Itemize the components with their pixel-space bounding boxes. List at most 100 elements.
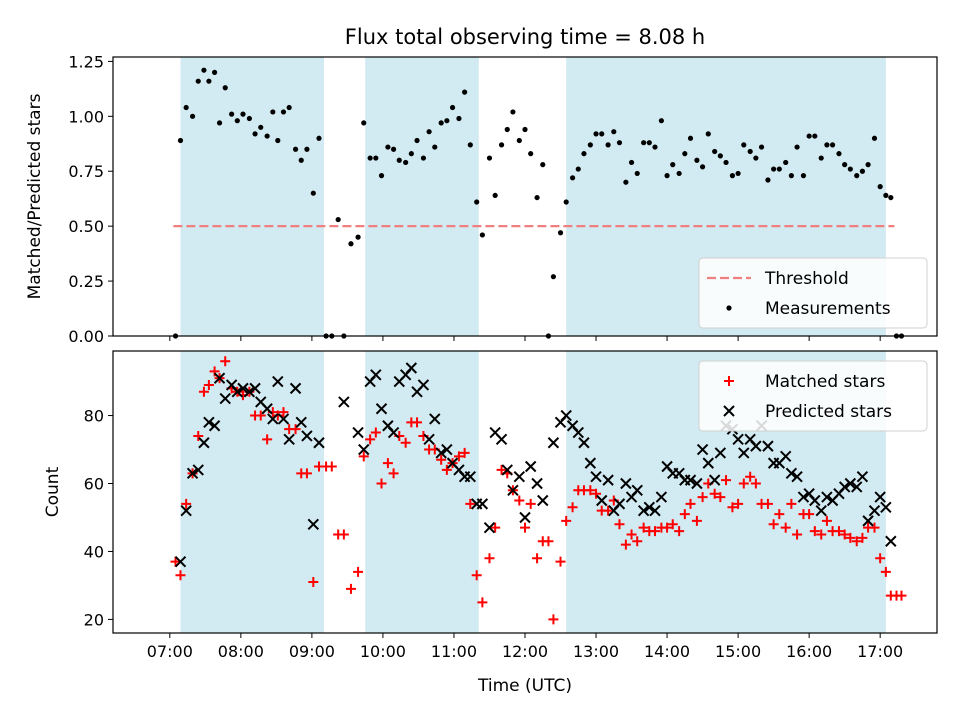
matched-star-point (875, 553, 886, 564)
predicted-star-point (231, 386, 244, 398)
y-tick-label: 0.50 (68, 217, 104, 236)
matched-star-point (786, 498, 797, 509)
measurement-point (504, 126, 510, 133)
measurement-point (587, 142, 593, 148)
legend-label: Matched stars (765, 372, 885, 392)
measurement-point (605, 142, 611, 148)
matched-star-point (471, 570, 482, 581)
x-axis-label: Time (UTC) (477, 676, 572, 696)
measurement-point (385, 144, 391, 150)
predicted-star-point (429, 413, 441, 425)
matched-star-point (567, 502, 578, 513)
predicted-star-point (237, 382, 249, 395)
matched-star-point (632, 536, 643, 547)
x-tick-label: 12:00 (502, 642, 548, 661)
predicted-star-point (358, 443, 370, 456)
x-tick-label: 08:00 (218, 642, 264, 661)
y-tick-label: 0.25 (68, 272, 104, 291)
measurement-point (581, 151, 587, 157)
measurement-point (195, 78, 201, 84)
measurement-point (211, 69, 218, 75)
predicted-star-point (572, 426, 584, 439)
measurement-point (348, 241, 354, 247)
measurement-point (682, 151, 688, 157)
legend-box (698, 257, 928, 329)
matched-star-point (400, 437, 411, 448)
predicted-star-point (643, 501, 656, 513)
observing-window-band (365, 351, 479, 633)
measurement-point (753, 155, 759, 161)
measurement-point (462, 89, 468, 95)
matched-star-point (809, 526, 820, 537)
matched-star-point (804, 509, 815, 520)
matched-star-point (338, 529, 349, 540)
predicted-star-point (702, 457, 714, 469)
observing-window-band (180, 351, 324, 633)
measurement-point (865, 162, 871, 168)
measurement-point (498, 142, 505, 148)
matched-star-point (851, 536, 862, 547)
predicted-star-point (307, 518, 320, 530)
matched-star-point (290, 424, 301, 435)
measurement-point (467, 142, 473, 148)
matched-star-point (525, 498, 536, 509)
predicted-star-point (441, 443, 453, 456)
measurement-point (528, 151, 534, 157)
legend-measurement-swatch (726, 305, 732, 311)
measurement-point (177, 137, 184, 144)
predicted-star-point (762, 440, 774, 452)
measurement-point (516, 137, 522, 144)
x-tick-label: 07:00 (147, 642, 193, 661)
x-tick-label: 16:00 (786, 642, 832, 661)
measurement-point (646, 140, 652, 146)
measurement-point (201, 67, 207, 73)
matched-star-point (326, 461, 337, 472)
predicted-star-point (186, 467, 199, 480)
measurement-point (414, 137, 420, 144)
predicted-star-point (507, 484, 519, 497)
count-panel: 20 40 60 80 07:00 08:00 09:00 10:00 11:00 12:00 13… (43, 350, 938, 661)
predicted-star-point (352, 426, 364, 439)
predicted-star-point (272, 375, 284, 388)
matched-star-point (262, 434, 273, 445)
measurement-point (735, 170, 741, 177)
measurement-point (373, 155, 379, 161)
predicted-star-point (785, 467, 798, 480)
predicted-star-point (219, 392, 231, 405)
measurement-point (408, 151, 414, 157)
measurement-point (800, 173, 807, 179)
measurement-point (216, 120, 223, 126)
y-tick-label: 60 (84, 475, 104, 494)
predicted-star-point (732, 433, 744, 446)
legend-box (698, 360, 928, 432)
y-tick-label: 1.00 (68, 107, 104, 126)
measurement-point (270, 109, 276, 115)
matched-star-point (220, 356, 231, 367)
predicted-star-point (596, 494, 608, 507)
predicted-star-point (844, 477, 857, 490)
predicted-star-point (203, 416, 215, 429)
measurement-point (687, 135, 694, 141)
measurement-point (557, 230, 564, 236)
predicted-star-point (483, 521, 496, 534)
measurement-point (847, 166, 853, 172)
matched-star-point (561, 515, 572, 526)
predicted-star-point (423, 433, 435, 446)
predicted-star-point (885, 535, 897, 547)
matched-star-point (382, 458, 393, 469)
matched-star-point (662, 522, 673, 533)
measurement-point (550, 274, 557, 280)
legend-label: Threshold (764, 269, 849, 289)
predicted-star-point (708, 474, 721, 486)
matched-star-point (667, 519, 678, 530)
predicted-star-point (375, 403, 388, 415)
matched-star-point (181, 498, 192, 509)
measurement-point (264, 133, 270, 139)
matched-star-point (768, 519, 779, 530)
matched-star-point (193, 430, 204, 441)
matched-star-point (833, 526, 844, 537)
predicted-star-point (249, 382, 261, 395)
matched-star-point (821, 515, 832, 526)
matched-star-point (198, 386, 209, 397)
